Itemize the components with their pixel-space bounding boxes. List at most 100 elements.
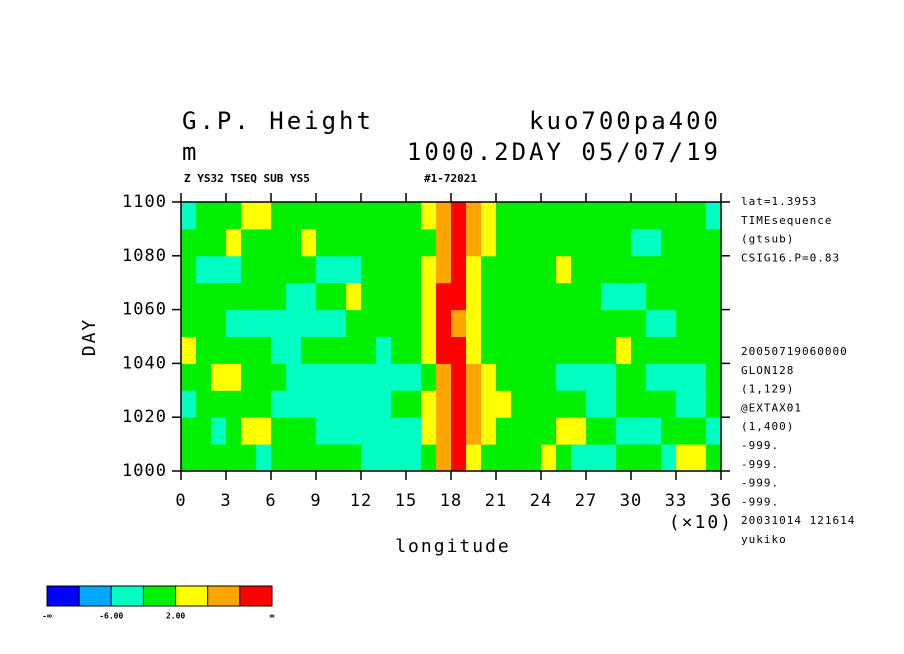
cell	[331, 202, 347, 230]
cell	[346, 282, 362, 311]
cell	[541, 282, 557, 311]
cell	[571, 390, 587, 418]
cell	[646, 282, 662, 311]
cell	[481, 417, 497, 445]
cell	[511, 309, 527, 337]
cell	[646, 417, 662, 445]
cell	[181, 390, 197, 418]
cell	[616, 390, 632, 418]
cell	[211, 282, 227, 311]
cell	[211, 336, 227, 364]
cell	[376, 309, 392, 337]
cell	[226, 202, 242, 230]
cell	[436, 255, 452, 284]
experiment-name: kuo700pa400	[529, 107, 721, 135]
cell	[271, 444, 287, 472]
cell	[556, 202, 572, 230]
cell	[466, 309, 482, 337]
x-tick-label: 18	[440, 491, 462, 511]
cell	[706, 282, 722, 311]
cell	[601, 417, 617, 445]
cell	[511, 363, 527, 391]
cell	[451, 228, 467, 257]
cell	[346, 202, 362, 230]
cell	[436, 363, 452, 391]
cell	[391, 390, 407, 418]
cell	[631, 444, 647, 472]
cell	[271, 390, 287, 418]
cell	[541, 228, 557, 257]
cell	[661, 202, 677, 230]
cell	[691, 255, 707, 284]
cell	[661, 309, 677, 337]
cell	[616, 363, 632, 391]
cell	[706, 228, 722, 257]
cell	[691, 309, 707, 337]
cell	[286, 336, 302, 364]
cell	[331, 282, 347, 311]
cell	[316, 336, 332, 364]
colorbar-swatch	[46, 585, 80, 607]
cell	[316, 255, 332, 284]
cell	[661, 255, 677, 284]
cell	[451, 309, 467, 337]
cell	[181, 309, 197, 337]
cell	[181, 202, 197, 230]
cell	[676, 282, 692, 311]
cell	[676, 228, 692, 257]
cell	[391, 202, 407, 230]
cell	[511, 282, 527, 311]
cell	[466, 255, 482, 284]
cell	[586, 417, 602, 445]
cell	[601, 228, 617, 257]
cell	[481, 228, 497, 257]
cell	[346, 336, 362, 364]
field	[181, 202, 722, 472]
cell	[466, 202, 482, 230]
cell	[181, 444, 197, 472]
cell	[481, 390, 497, 418]
x-tick-label: 3	[220, 491, 231, 511]
cell	[646, 444, 662, 472]
info-note: (1,400)	[741, 420, 794, 433]
cell	[376, 202, 392, 230]
cell	[181, 363, 197, 391]
cell	[526, 228, 542, 257]
cell	[181, 336, 197, 364]
cell	[556, 282, 572, 311]
cell	[436, 282, 452, 311]
cell	[601, 363, 617, 391]
cell	[616, 417, 632, 445]
colorbar-swatch	[142, 585, 177, 607]
cell	[421, 390, 437, 418]
cell	[586, 363, 602, 391]
cell	[616, 336, 632, 364]
cell	[301, 309, 317, 337]
cell	[496, 255, 512, 284]
cell	[631, 417, 647, 445]
cell	[511, 255, 527, 284]
cell	[526, 390, 542, 418]
cell	[556, 309, 572, 337]
cell	[331, 228, 347, 257]
y-tick-label: 1000	[122, 461, 167, 481]
cell	[541, 202, 557, 230]
cell	[256, 363, 272, 391]
x-tick-label: 15	[395, 491, 417, 511]
cell	[361, 363, 377, 391]
cell	[511, 202, 527, 230]
subtitle: Z YS32 TSEQ SUB YS5	[184, 172, 310, 185]
colorbar-label: -6.00	[99, 612, 123, 621]
cell	[496, 417, 512, 445]
cell	[541, 255, 557, 284]
y-tick-label: 1040	[122, 353, 167, 373]
cell	[376, 282, 392, 311]
cell	[331, 444, 347, 472]
colorbar-label: -∞	[42, 612, 52, 621]
cell	[706, 417, 722, 445]
x-tick-label: 30	[620, 491, 642, 511]
cell	[601, 255, 617, 284]
cell	[436, 390, 452, 418]
cell	[421, 309, 437, 337]
cell	[526, 417, 542, 445]
